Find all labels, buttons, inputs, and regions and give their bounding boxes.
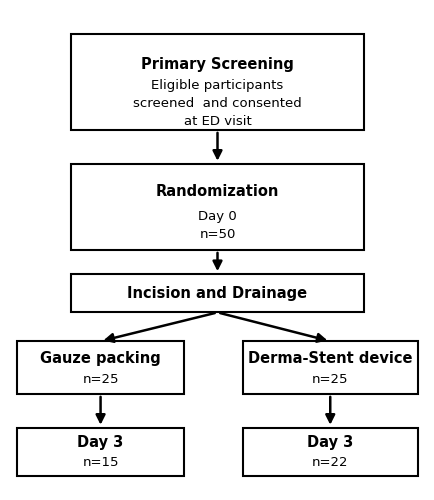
Text: n=25: n=25 bbox=[82, 372, 118, 386]
Text: n=22: n=22 bbox=[311, 456, 348, 468]
Text: Gauze packing: Gauze packing bbox=[40, 350, 161, 366]
Bar bbox=[71, 274, 363, 312]
Bar bbox=[242, 428, 417, 476]
Text: Eligible participants
screened  and consented
at ED visit: Eligible participants screened and conse… bbox=[133, 78, 301, 128]
Text: Incision and Drainage: Incision and Drainage bbox=[127, 286, 307, 300]
Text: Day 3: Day 3 bbox=[306, 436, 352, 450]
Text: n=15: n=15 bbox=[82, 456, 118, 468]
Bar bbox=[71, 34, 363, 130]
Bar bbox=[17, 341, 184, 394]
Text: Day 3: Day 3 bbox=[77, 436, 123, 450]
Bar bbox=[17, 428, 184, 476]
Text: n=25: n=25 bbox=[311, 372, 348, 386]
Text: Day 0
n=50: Day 0 n=50 bbox=[197, 210, 237, 242]
Bar bbox=[242, 341, 417, 394]
Text: Randomization: Randomization bbox=[155, 184, 279, 198]
Bar bbox=[71, 164, 363, 250]
Text: Derma-Stent device: Derma-Stent device bbox=[247, 350, 411, 366]
Text: Primary Screening: Primary Screening bbox=[141, 57, 293, 72]
